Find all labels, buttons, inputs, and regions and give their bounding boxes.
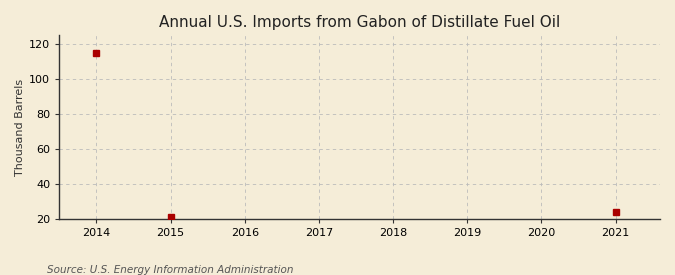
Title: Annual U.S. Imports from Gabon of Distillate Fuel Oil: Annual U.S. Imports from Gabon of Distil… [159, 15, 560, 30]
Y-axis label: Thousand Barrels: Thousand Barrels [15, 79, 25, 176]
Text: Source: U.S. Energy Information Administration: Source: U.S. Energy Information Administ… [47, 265, 294, 275]
